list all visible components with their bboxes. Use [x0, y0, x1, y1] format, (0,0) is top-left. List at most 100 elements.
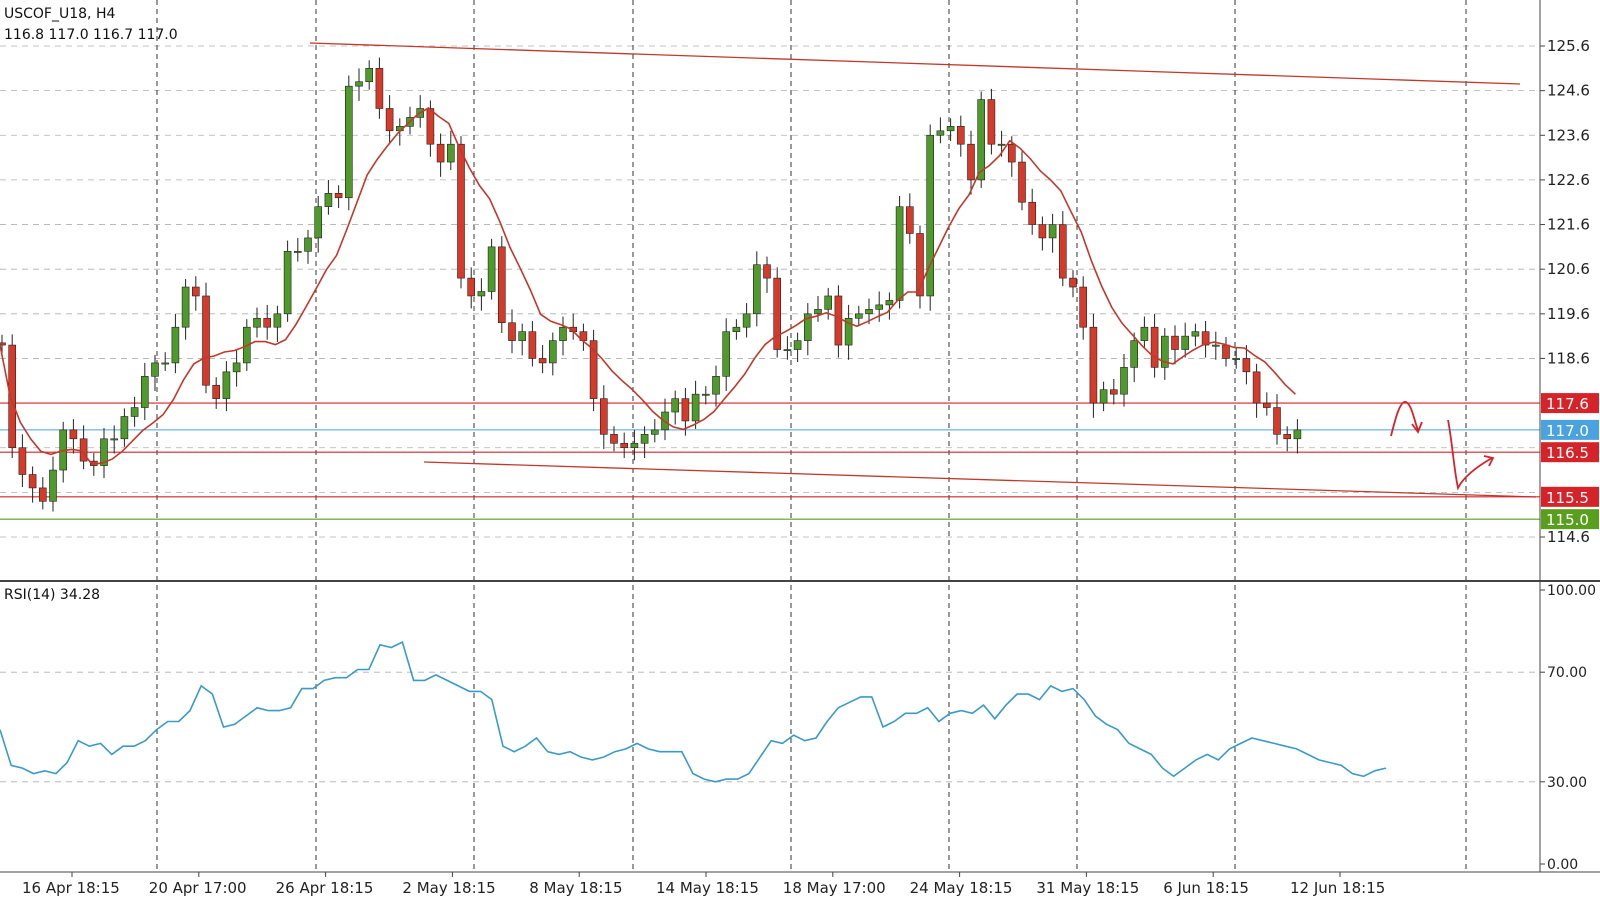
rsi-tick-label: 70.00	[1547, 665, 1587, 681]
candle-bear	[528, 331, 537, 359]
candle-bear	[1038, 224, 1047, 239]
candle-bear	[1007, 143, 1016, 163]
candle-bull	[293, 251, 302, 253]
level-badge-label: 115.5	[1546, 489, 1589, 507]
time-tick-label: 18 May 17:00	[783, 879, 886, 897]
candle-bull	[895, 206, 904, 301]
candle-bull	[130, 407, 139, 417]
candle-bear	[18, 447, 27, 475]
candle-bull	[49, 469, 57, 502]
time-tick-label: 6 Jun 18:15	[1163, 879, 1249, 897]
candle-bear	[1150, 326, 1159, 368]
candle-bull	[283, 251, 292, 315]
level-badge-label: 116.5	[1546, 444, 1589, 462]
candle-bear	[1069, 277, 1077, 288]
candle-bull	[936, 130, 945, 136]
candle-bull	[997, 143, 1006, 146]
moving-average	[0, 107, 1296, 465]
candle-bear	[1283, 434, 1291, 440]
candle-bull	[1048, 224, 1057, 239]
candle-bull	[477, 291, 486, 297]
candle-bear	[1028, 201, 1036, 225]
candles	[0, 57, 1302, 512]
candle-bull	[1120, 367, 1128, 395]
rsi-pane	[0, 640, 1387, 783]
candle-bear	[192, 286, 200, 297]
candle-bull	[344, 85, 353, 199]
price-tick-label: 125.6	[1547, 37, 1590, 55]
candle-bull	[946, 126, 955, 132]
candle-bull	[1191, 331, 1200, 337]
candle-bear	[202, 295, 210, 386]
candle-bull	[120, 416, 129, 440]
level-badge-label: 115.0	[1546, 511, 1589, 529]
candle-bull	[1130, 340, 1138, 368]
candle-bull	[742, 313, 751, 328]
candle-bear	[1242, 358, 1251, 373]
trendlines	[309, 42, 1537, 498]
candle-bull	[1293, 429, 1302, 440]
rsi-tick-label: 100.00	[1547, 583, 1596, 599]
candle-bear	[508, 322, 516, 341]
candle-bear	[1089, 326, 1098, 404]
level-badge	[1541, 419, 1599, 440]
candle-bull	[161, 362, 169, 365]
time-tick-label: 16 Apr 18:15	[22, 879, 120, 897]
time-tick-label: 12 Jun 18:15	[1290, 879, 1385, 897]
candle-bear	[1222, 344, 1230, 359]
candle-bear	[212, 384, 220, 399]
candle-bear	[497, 246, 506, 324]
candle-bull	[151, 362, 159, 377]
candle-bull	[701, 393, 710, 396]
candle-bull	[314, 206, 323, 239]
rsi-tick-label: 0.00	[1547, 857, 1578, 873]
candle-bull	[824, 295, 833, 310]
candle-bull	[222, 371, 231, 399]
moving-average-line	[0, 107, 1296, 465]
candle-bear	[610, 434, 618, 444]
price-tick-label: 124.6	[1547, 82, 1590, 100]
candle-bear	[763, 264, 771, 279]
candle-bear	[1263, 402, 1271, 408]
candle-bull	[1212, 344, 1220, 347]
rsi-tick-label: 30.00	[1547, 775, 1587, 791]
candle-bull	[814, 309, 822, 315]
time-tick-label: 26 Apr 18:15	[276, 879, 374, 897]
resistance-trendline	[309, 42, 1521, 85]
candle-bear	[426, 108, 435, 145]
candle-bear	[773, 277, 782, 350]
price-tick-label: 122.6	[1547, 171, 1590, 189]
candle-bear	[967, 143, 975, 181]
price-tick-label: 118.6	[1547, 349, 1590, 367]
candle-bull	[854, 313, 863, 319]
rsi-label: RSI(14) 34.28	[4, 587, 101, 603]
candle-bear	[1018, 161, 1026, 203]
candle-bull	[977, 99, 986, 181]
level-badge-label: 117.6	[1546, 395, 1589, 413]
candle-bear	[987, 99, 996, 145]
candle-bear	[589, 340, 598, 399]
candle-bear	[436, 143, 445, 163]
time-tick-label: 24 May 18:15	[910, 879, 1013, 897]
time-tick-label: 14 May 18:15	[656, 879, 759, 897]
candle-bear	[916, 233, 924, 297]
candle-bull	[355, 81, 363, 87]
candle-bull	[232, 362, 241, 373]
time-tick-label: 8 May 18:15	[529, 879, 622, 897]
candle-bull	[171, 326, 180, 364]
candle-bear	[956, 126, 965, 145]
candle-bull	[650, 429, 659, 435]
candle-bull	[640, 434, 649, 444]
candle-bear	[28, 474, 37, 489]
candle-bull	[100, 438, 108, 466]
candle-bull	[722, 331, 731, 377]
price-tick-label: 121.6	[1547, 216, 1590, 234]
candle-bull	[926, 134, 935, 297]
time-tick-label: 20 Apr 17:00	[149, 879, 247, 897]
candle-bear	[1273, 407, 1281, 435]
candle-bull	[885, 300, 894, 306]
candle-bear	[1201, 331, 1210, 346]
time-tick-label: 31 May 18:15	[1036, 879, 1139, 897]
candle-bull	[273, 313, 282, 328]
